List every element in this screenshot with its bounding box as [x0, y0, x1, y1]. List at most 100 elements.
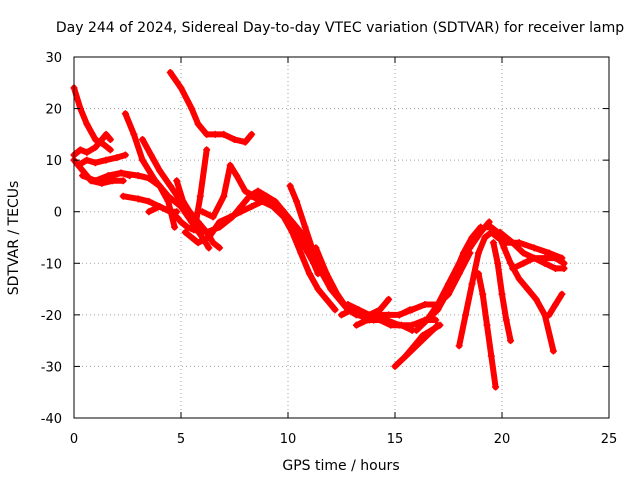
data-point — [483, 321, 491, 329]
y-tick-label: -20 — [41, 309, 62, 324]
data-point — [395, 321, 403, 329]
data-point — [211, 130, 219, 138]
data-point — [220, 130, 228, 138]
data-point — [519, 259, 527, 267]
data-point — [173, 213, 181, 221]
data-point — [530, 244, 538, 252]
series-arc-4 — [74, 151, 129, 169]
data-point — [83, 148, 91, 156]
data-point — [100, 141, 108, 149]
data-point — [271, 197, 279, 205]
data-point — [408, 321, 416, 329]
series-arc-33 — [545, 290, 566, 319]
data-point — [83, 120, 91, 128]
series-arc-30 — [489, 239, 515, 345]
data-point — [119, 177, 127, 185]
data-point — [552, 264, 559, 272]
series-arc-12 — [173, 146, 211, 226]
data-point — [462, 311, 470, 319]
data-point — [173, 177, 181, 185]
data-point — [74, 161, 82, 169]
data-point — [455, 342, 463, 350]
data-point — [494, 259, 502, 267]
data-point — [507, 259, 515, 267]
data-point — [198, 208, 206, 216]
series-line — [456, 229, 565, 349]
y-axis-label: SDTVAR / TECUs — [6, 181, 22, 296]
grid — [74, 57, 609, 418]
data-point — [205, 234, 213, 241]
data-point — [156, 203, 164, 211]
data-point — [248, 192, 256, 200]
data-point — [421, 301, 429, 309]
data-point — [474, 249, 482, 257]
x-tick-label: 10 — [280, 432, 297, 447]
series-arc-16 — [248, 192, 339, 314]
data-point — [181, 228, 189, 236]
data-point — [126, 172, 134, 180]
data-point — [385, 295, 393, 303]
data-point — [190, 226, 198, 234]
plot-frame — [73, 56, 610, 419]
data-point — [481, 234, 489, 241]
data-point — [151, 177, 159, 185]
series-group — [70, 68, 568, 391]
data-point — [241, 187, 249, 195]
x-tick-label: 25 — [601, 432, 618, 447]
data-point — [79, 172, 87, 180]
data-point — [500, 244, 508, 252]
data-point — [258, 197, 266, 205]
data-point — [323, 270, 331, 278]
series-arc-23 — [402, 321, 444, 360]
data-point — [558, 290, 566, 298]
data-point — [188, 105, 196, 113]
data-point — [560, 259, 568, 267]
data-point — [91, 136, 99, 144]
data-point — [468, 280, 476, 288]
data-point — [237, 203, 245, 211]
data-point — [419, 331, 427, 339]
data-point — [166, 182, 174, 190]
data-point — [121, 110, 129, 118]
data-point — [541, 254, 549, 262]
data-point — [138, 136, 146, 144]
data-point — [216, 244, 224, 252]
data-point — [196, 192, 204, 200]
data-point — [314, 285, 322, 293]
data-point — [519, 249, 527, 257]
data-point — [106, 146, 114, 154]
data-point — [507, 337, 515, 345]
series-arc-1 — [70, 84, 114, 154]
data-point — [297, 228, 305, 236]
series-arc-26 — [423, 223, 485, 324]
data-point — [402, 352, 410, 360]
data-point — [91, 159, 99, 167]
data-point — [496, 228, 504, 236]
data-point — [524, 285, 532, 293]
data-point — [427, 326, 435, 334]
data-point — [194, 120, 202, 128]
data-point — [109, 172, 117, 180]
data-point — [233, 172, 241, 180]
data-point — [248, 203, 256, 211]
series-line — [475, 270, 499, 391]
x-tick-label: 15 — [387, 432, 404, 447]
data-point — [509, 264, 517, 272]
data-point — [119, 192, 127, 200]
data-point — [530, 254, 538, 262]
data-point — [391, 362, 399, 370]
data-point — [434, 306, 442, 314]
x-tick-label: 0 — [70, 432, 78, 447]
data-point — [134, 195, 142, 203]
data-point — [177, 218, 185, 226]
y-tick-label: 20 — [45, 103, 62, 118]
data-point — [179, 197, 187, 205]
data-point — [231, 136, 238, 144]
data-point — [203, 130, 211, 138]
data-point — [305, 270, 313, 278]
series-arc-6 — [91, 169, 134, 185]
data-point — [113, 154, 121, 162]
data-point — [436, 321, 444, 329]
data-point — [183, 223, 191, 231]
